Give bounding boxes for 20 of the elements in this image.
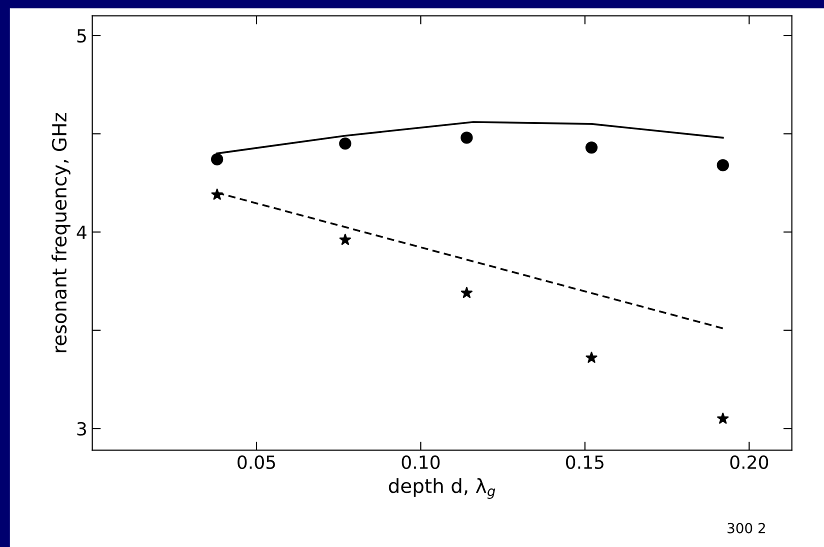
point (460, 286, 473, 298)
point (339, 234, 351, 245)
y-tick-label: 4 (76, 226, 86, 239)
y-tick-label: 5 (77, 29, 86, 43)
x-tick-label: 0.10 (402, 455, 440, 470)
x-tick-label: 0.15 (566, 455, 604, 470)
x-tick-label: 0.05 (238, 455, 276, 470)
point (211, 153, 224, 166)
point (585, 141, 598, 154)
point (717, 412, 729, 424)
y-axis-title: resonant frequency, GHz (52, 113, 70, 352)
x-tick-label: 0.20 (730, 455, 768, 470)
point (339, 138, 352, 150)
point (586, 352, 598, 363)
point (716, 159, 729, 172)
x-axis-title: depth d, λ$_{g}$ (388, 478, 496, 499)
text: 300 2 (728, 522, 765, 534)
point (211, 188, 223, 200)
y-tick-label: 3 (77, 422, 86, 436)
point (460, 132, 473, 144)
